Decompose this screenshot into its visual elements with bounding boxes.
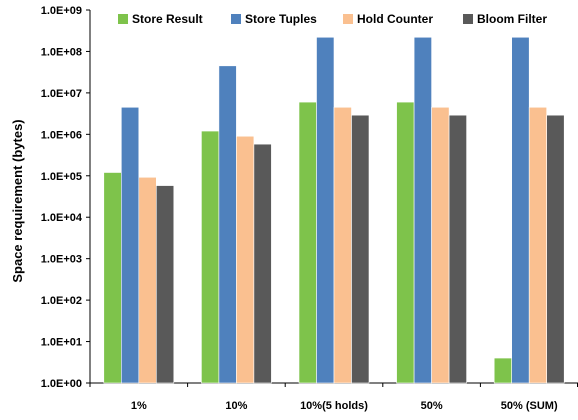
y-tick-label: 1.0E+09	[41, 5, 82, 17]
legend-label: Hold Counter	[357, 12, 433, 26]
legend-swatch	[343, 14, 353, 24]
y-axis-label: Space requirement (bytes)	[10, 119, 25, 282]
bar	[351, 114, 370, 384]
bar	[493, 357, 513, 384]
bar	[511, 36, 530, 384]
legend-label: Store Result	[132, 12, 203, 26]
bar	[138, 176, 157, 384]
legend-swatch	[118, 14, 128, 24]
plot-area: 1.0E+00 1.0E+01 1.0E+02 1.0E+03 1.0E+04 1.0E+…	[41, 5, 578, 412]
legend-label: Bloom Filter	[477, 12, 547, 26]
y-tick-label: 1.0E+03	[41, 254, 82, 266]
bar	[121, 106, 140, 384]
bar	[413, 36, 432, 384]
bar	[316, 36, 335, 384]
legend-swatch	[231, 14, 241, 24]
bar	[333, 106, 352, 384]
bar	[236, 135, 255, 384]
bar	[431, 106, 450, 384]
y-tick-label: 1.0E+06	[41, 129, 82, 141]
bar	[546, 114, 565, 384]
bar	[201, 130, 220, 384]
x-tick-label: 50% (SUM)	[501, 400, 558, 412]
y-tick-label: 1.0E+01	[41, 337, 82, 349]
bar	[448, 114, 467, 384]
bar	[253, 143, 272, 384]
y-tick-label: 1.0E+04	[41, 212, 83, 224]
y-tick-label: 1.0E+00	[41, 378, 82, 390]
bar	[103, 172, 122, 384]
y-tick-label: 1.0E+07	[41, 88, 82, 100]
legend-swatch	[463, 14, 473, 24]
bar	[528, 106, 548, 384]
bar	[156, 185, 175, 384]
legend-label: Store Tuples	[245, 12, 317, 26]
x-tick-label: 10%(5 holds)	[300, 400, 368, 412]
bar	[218, 65, 237, 384]
y-tick-label: 1.0E+02	[41, 295, 82, 307]
x-tick-label: 10%	[225, 400, 247, 412]
bar	[396, 101, 415, 384]
y-tick-label: 1.0E+08	[41, 46, 82, 58]
x-tick-label: 50%	[421, 400, 443, 412]
x-tick-label: 1%	[131, 400, 147, 412]
y-tick-label: 1.0E+05	[41, 171, 82, 183]
legend: Store Result Store Tuples Hold Counter Bloo…	[118, 12, 547, 26]
bar	[298, 101, 317, 384]
